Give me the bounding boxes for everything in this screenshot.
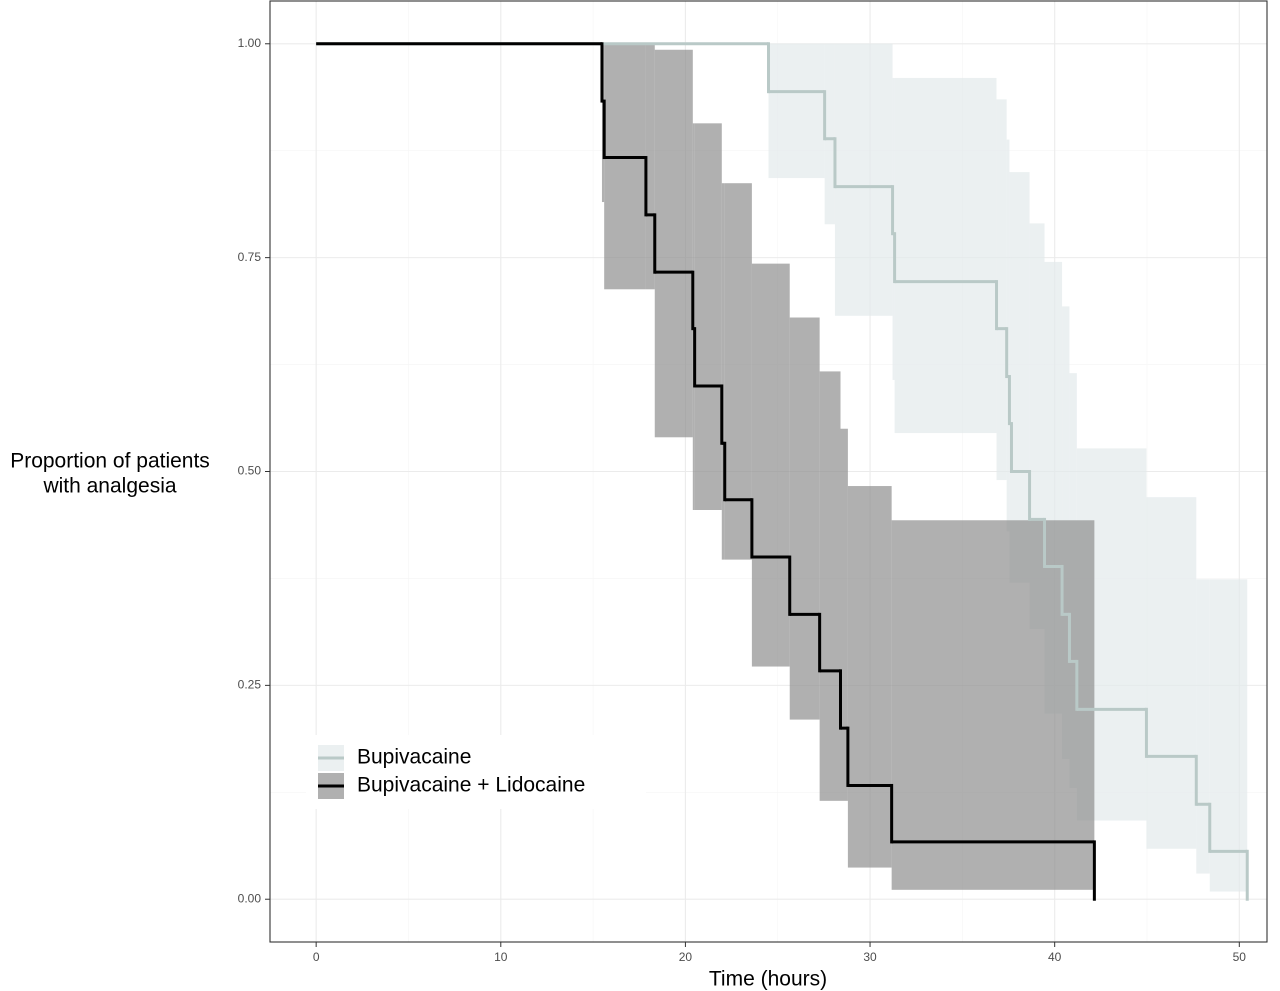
confidence-band [645,43,655,290]
y-tick-label: 0.75 [238,250,262,264]
confidence-band [891,520,1095,890]
legend-background [306,735,646,809]
confidence-band [894,77,997,434]
y-tick-label: 0.50 [238,464,262,478]
x-tick-label: 40 [1048,950,1062,964]
y-tick-label: 1.00 [238,36,262,50]
confidence-band [721,183,725,560]
x-tick-label: 50 [1233,950,1247,964]
confidence-band [996,99,1007,481]
confidence-band [789,317,820,720]
confidence-band [724,183,752,560]
confidence-band [840,428,848,801]
confidence-band [834,43,893,316]
confidence-band [819,371,841,801]
x-tick-label: 20 [679,950,693,964]
confidence-band [1011,172,1030,583]
confidence-band [751,263,790,667]
confidence-band [654,49,693,438]
y-tick-label: 0.00 [238,891,262,905]
x-tick-label: 30 [863,950,877,964]
legend-label: Bupivacaine + Lidocaine [357,774,585,797]
confidence-band [1196,579,1210,874]
confidence-band [694,123,722,510]
confidence-band [604,43,646,290]
x-tick-label: 10 [494,950,508,964]
confidence-band [824,43,835,225]
confidence-band [847,486,892,868]
plot-border [269,0,1268,943]
y-axis-title: with analgesia [42,475,176,498]
y-axis-title: Proportion of patients [10,450,210,473]
confidence-band [1209,579,1248,892]
legend-label: Bupivacaine [357,746,471,769]
x-axis-title: Time (hours) [709,968,827,991]
x-tick-label: 0 [313,950,320,964]
confidence-band [1146,497,1197,849]
y-tick-label: 0.25 [238,678,262,692]
confidence-band [768,43,825,179]
